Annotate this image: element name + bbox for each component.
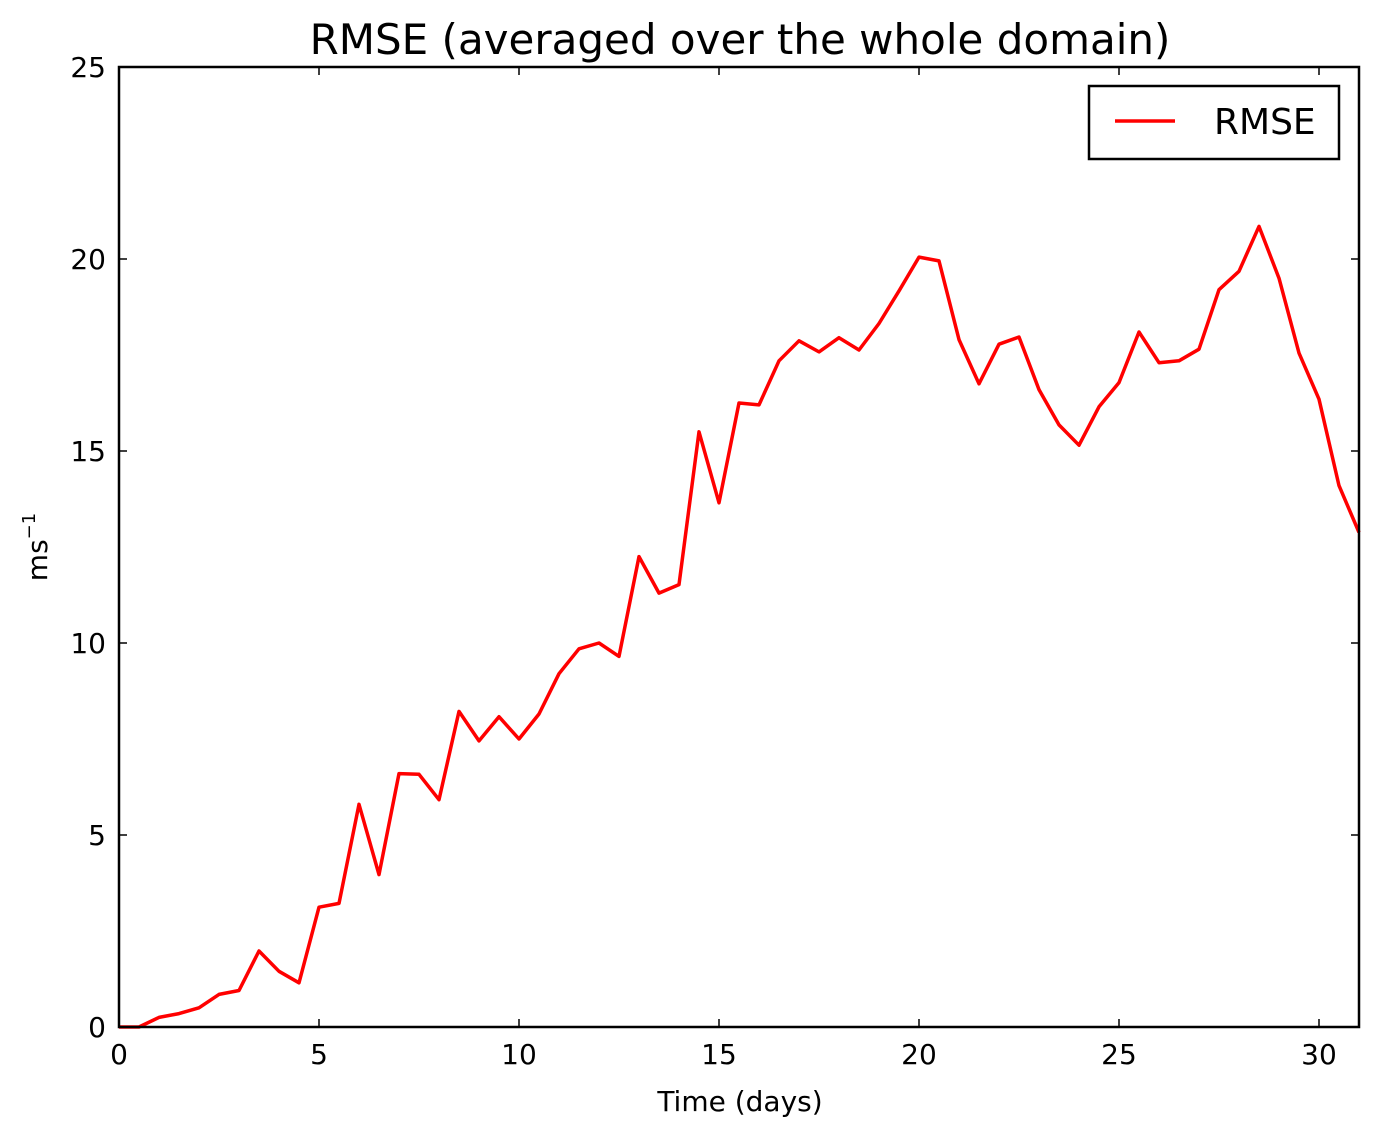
x-tick-label: 15 [701, 1038, 737, 1071]
x-tick-label: 5 [310, 1038, 328, 1071]
x-tick-label: 0 [110, 1038, 128, 1071]
y-tick-label: 5 [88, 819, 106, 852]
x-axis-label: Time (days) [656, 1085, 822, 1118]
plot-frame [117, 65, 1361, 1029]
y-tick-label: 20 [70, 243, 106, 276]
x-tick-label: 10 [501, 1038, 537, 1071]
axis-ticks: 0 5 10 15 20 25 30 0 5 10 15 20 25 [70, 51, 1359, 1071]
series-line-rmse [119, 224, 1361, 1029]
y-tick-label: 25 [70, 51, 106, 84]
y-axis-label: ms−1 [19, 513, 54, 581]
y-axis-label-base: ms [21, 539, 54, 581]
chart-title: RMSE (averaged over the whole domain) [310, 15, 1171, 64]
y-tick-label: 0 [88, 1011, 106, 1044]
series-layer [119, 224, 1361, 1029]
y-tick-label: 10 [70, 627, 106, 660]
legend: RMSE [1087, 84, 1341, 161]
x-tick-label: 25 [1101, 1038, 1137, 1071]
x-tick-label: 30 [1301, 1038, 1337, 1071]
legend-label-rmse: RMSE [1214, 102, 1316, 143]
x-tick-label: 20 [901, 1038, 937, 1071]
y-tick-label: 15 [70, 435, 106, 468]
y-axis-label-superscript: −1 [19, 513, 40, 540]
